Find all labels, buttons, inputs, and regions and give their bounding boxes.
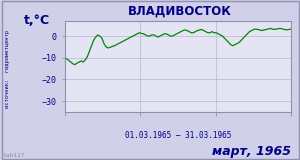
Text: 01.03.1965 – 31.03.1965: 01.03.1965 – 31.03.1965: [125, 131, 232, 140]
Text: t,°C: t,°C: [24, 13, 50, 27]
Text: lab127: lab127: [3, 153, 26, 158]
Text: источник:  гидрометцентр: источник: гидрометцентр: [5, 30, 10, 108]
Text: ВЛАДИВОСТОК: ВЛАДИВОСТОК: [128, 5, 232, 18]
Text: март, 1965: март, 1965: [212, 145, 291, 158]
